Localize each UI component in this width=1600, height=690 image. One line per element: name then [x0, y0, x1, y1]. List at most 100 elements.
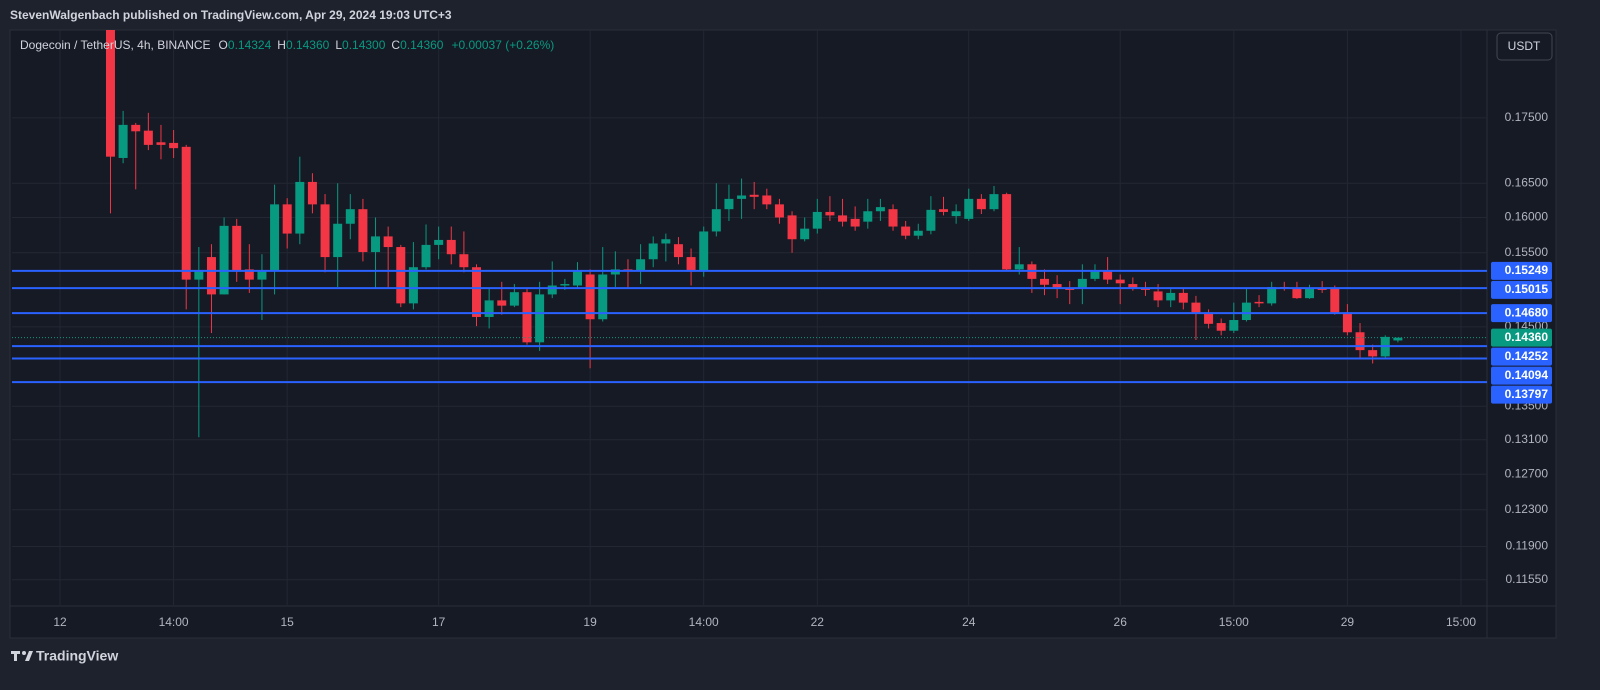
price-tag	[1491, 304, 1552, 323]
candle-body	[1216, 323, 1226, 331]
y-tick-label: 0.12700	[1505, 466, 1549, 480]
candle-body	[1204, 312, 1214, 324]
candle-body	[888, 209, 898, 227]
ohlc-value: 0.14360	[285, 38, 330, 52]
price-tag	[1491, 366, 1552, 385]
candle-body	[1292, 287, 1302, 299]
price-tag	[1491, 280, 1552, 299]
candle-body	[724, 198, 734, 210]
candle-body	[1052, 284, 1062, 289]
candle-body	[787, 215, 797, 240]
candle-body	[838, 215, 848, 222]
candle-body	[156, 142, 166, 145]
candle-body	[926, 209, 936, 231]
y-tick-label: 0.13100	[1505, 432, 1549, 446]
y-tick-label: 0.16500	[1505, 175, 1549, 189]
candle-body	[762, 195, 772, 205]
candle-body	[181, 146, 191, 280]
candle-body	[976, 198, 986, 210]
candle-body	[105, 30, 115, 157]
x-tick-label: 15:00	[1219, 615, 1249, 629]
candle-body	[1229, 320, 1239, 331]
candle-body	[749, 194, 759, 197]
candle-body	[825, 211, 835, 216]
candle-body	[774, 204, 784, 218]
candle-body	[535, 294, 545, 343]
candle-body	[295, 181, 305, 234]
candle-body	[446, 239, 456, 255]
candle-body	[358, 209, 368, 253]
candle-body	[1039, 278, 1049, 285]
candle-body	[143, 130, 153, 145]
x-tick-label: 15	[281, 615, 295, 629]
x-tick-label: 24	[962, 615, 976, 629]
candle-body	[547, 285, 557, 295]
candle-body	[711, 209, 721, 232]
candle-body	[383, 236, 393, 248]
x-tick-label: 12	[53, 615, 67, 629]
candle-body	[257, 270, 267, 280]
candle-body	[408, 267, 418, 304]
x-tick-label: 14:00	[689, 615, 719, 629]
candle-body	[1090, 270, 1100, 279]
candle-body	[371, 236, 381, 253]
brand: TradingView	[36, 648, 118, 664]
chart-panel	[9, 29, 1557, 639]
ohlc: O0.14324 H0.14360 L0.14300 C0.14360	[219, 38, 444, 52]
candle-body	[850, 218, 860, 227]
candle-body	[875, 207, 885, 212]
candle-body	[1166, 292, 1176, 301]
candle-body	[939, 209, 949, 212]
ohlc-item: C0.14360	[391, 38, 443, 52]
price-tag-label: 0.13797	[1505, 387, 1549, 401]
price-tag-label: 0.14360	[1505, 330, 1549, 344]
currency-button[interactable]	[1496, 32, 1553, 61]
candle-body	[1330, 288, 1340, 313]
candle-body	[131, 124, 141, 132]
x-tick-label: 29	[1341, 615, 1355, 629]
candle-body	[989, 194, 999, 210]
candle-body	[661, 239, 671, 244]
symbol: Dogecoin / TetherUS, 4h, BINANCE	[20, 38, 211, 52]
price-tags: 0.15249 0.15015 0.14680 0.14360 0.14252 0.140…	[1491, 261, 1552, 404]
ohlc-value: 0.14324	[227, 38, 272, 52]
x-tick-label: 26	[1114, 615, 1128, 629]
ohlc-item: H0.14360	[277, 38, 329, 52]
candle-body	[598, 274, 608, 320]
ohlc-value: 0.14300	[342, 38, 386, 52]
change: +0.00037 (+0.26%)	[451, 38, 555, 52]
candle-body	[396, 247, 406, 304]
price-tag	[1491, 347, 1552, 366]
y-tick-label: 0.12300	[1505, 502, 1549, 516]
candle-body	[1305, 288, 1315, 299]
candle-body	[194, 270, 204, 280]
price-tag-label: 0.14094	[1505, 368, 1549, 382]
x-tick-label: 22	[811, 615, 825, 629]
candle-body	[307, 181, 317, 205]
candle-body	[1241, 302, 1251, 321]
candle-body	[1128, 284, 1138, 288]
candle-body	[459, 254, 469, 268]
candle-body	[509, 292, 519, 306]
candle-body	[421, 244, 431, 268]
ohlc-label: O	[218, 38, 228, 52]
candle-body	[169, 142, 179, 149]
candle-body	[610, 269, 620, 275]
ohlc-label: L	[335, 38, 343, 52]
candle-body	[863, 211, 873, 222]
candle-body	[1077, 278, 1087, 289]
candle-body	[1342, 312, 1352, 333]
ohlc-label: C	[391, 38, 401, 52]
legend-header: Dogecoin / TetherUS, 4h, BINANCE O0.1432…	[20, 38, 554, 52]
candle-body	[585, 274, 595, 320]
candle-body	[1267, 286, 1277, 304]
candle-body	[219, 225, 229, 295]
ohlc-item: L0.14300	[335, 38, 385, 52]
candle-body	[118, 124, 128, 158]
candle-body	[434, 239, 444, 245]
candle-body	[522, 292, 532, 343]
currency-label: USDT	[1508, 39, 1541, 53]
plot-area	[12, 30, 1487, 438]
candle-body	[964, 198, 974, 219]
